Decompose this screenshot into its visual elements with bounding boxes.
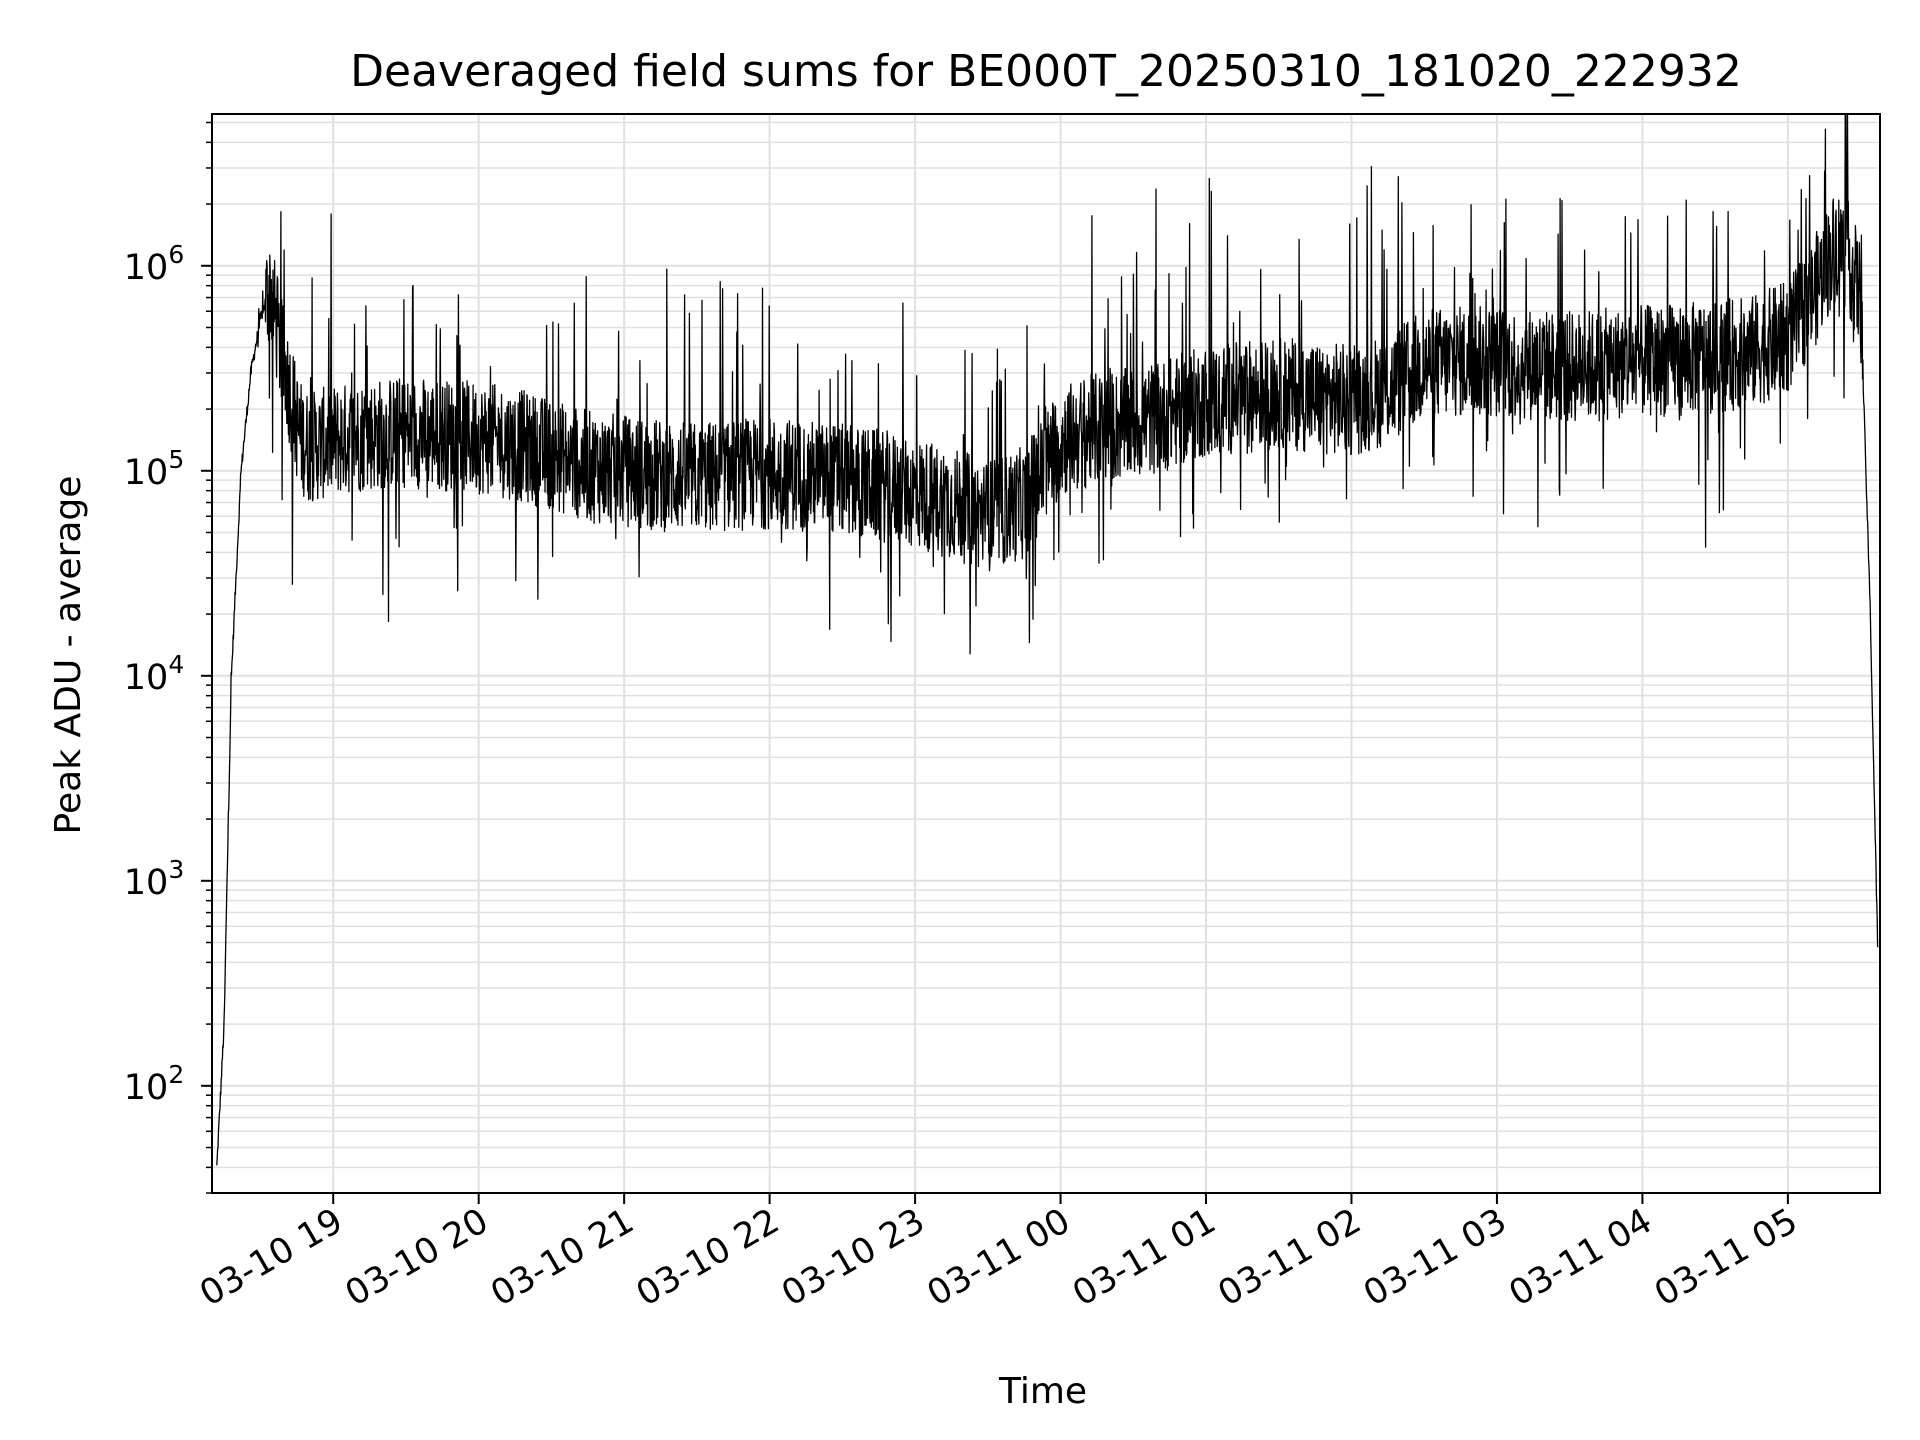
x-tick-label: 03-11 02 <box>1212 1201 1368 1314</box>
x-tick-label: 03-11 04 <box>1503 1201 1659 1314</box>
y-axis-label: Peak ADU - average <box>48 476 89 835</box>
y-tick-base: 10 <box>124 453 169 493</box>
y-tick-base: 10 <box>124 658 169 698</box>
y-tick-exponent: 5 <box>168 445 184 474</box>
grid <box>212 114 1880 1194</box>
y-tick-exponent: 3 <box>168 855 184 884</box>
x-tick-label: 03-10 22 <box>630 1201 786 1314</box>
y-tick-exponent: 2 <box>168 1060 184 1089</box>
x-axis-label: Time <box>998 1371 1087 1412</box>
y-tick-base: 10 <box>124 248 169 288</box>
plot-frame <box>211 113 1881 1194</box>
x-tick-label: 03-10 21 <box>484 1201 640 1314</box>
plot-area <box>216 113 1879 1166</box>
y-tick-base: 10 <box>124 1068 169 1108</box>
y-tick-label: 104 <box>124 650 184 698</box>
chart-title: Deaveraged field sums for BE000T_2025031… <box>350 46 1742 97</box>
y-tick-label: 102 <box>124 1060 184 1108</box>
x-tick-label: 03-11 05 <box>1648 1201 1804 1314</box>
x-tick-label: 03-11 03 <box>1357 1201 1513 1314</box>
series-line <box>216 113 1879 1166</box>
y-tick-exponent: 6 <box>168 240 184 269</box>
x-tick-label: 03-10 20 <box>339 1201 495 1314</box>
x-tick-label: 03-11 01 <box>1066 1201 1222 1314</box>
y-tick-label: 105 <box>124 445 184 493</box>
y-tick-label: 106 <box>124 240 184 288</box>
x-tick-label: 03-10 19 <box>193 1201 349 1314</box>
y-tick-exponent: 4 <box>168 650 184 679</box>
y-tick-base: 10 <box>124 863 169 903</box>
x-tick-label: 03-11 00 <box>921 1201 1077 1314</box>
y-tick-label: 103 <box>124 855 184 903</box>
x-tick-label: 03-10 23 <box>775 1201 931 1314</box>
